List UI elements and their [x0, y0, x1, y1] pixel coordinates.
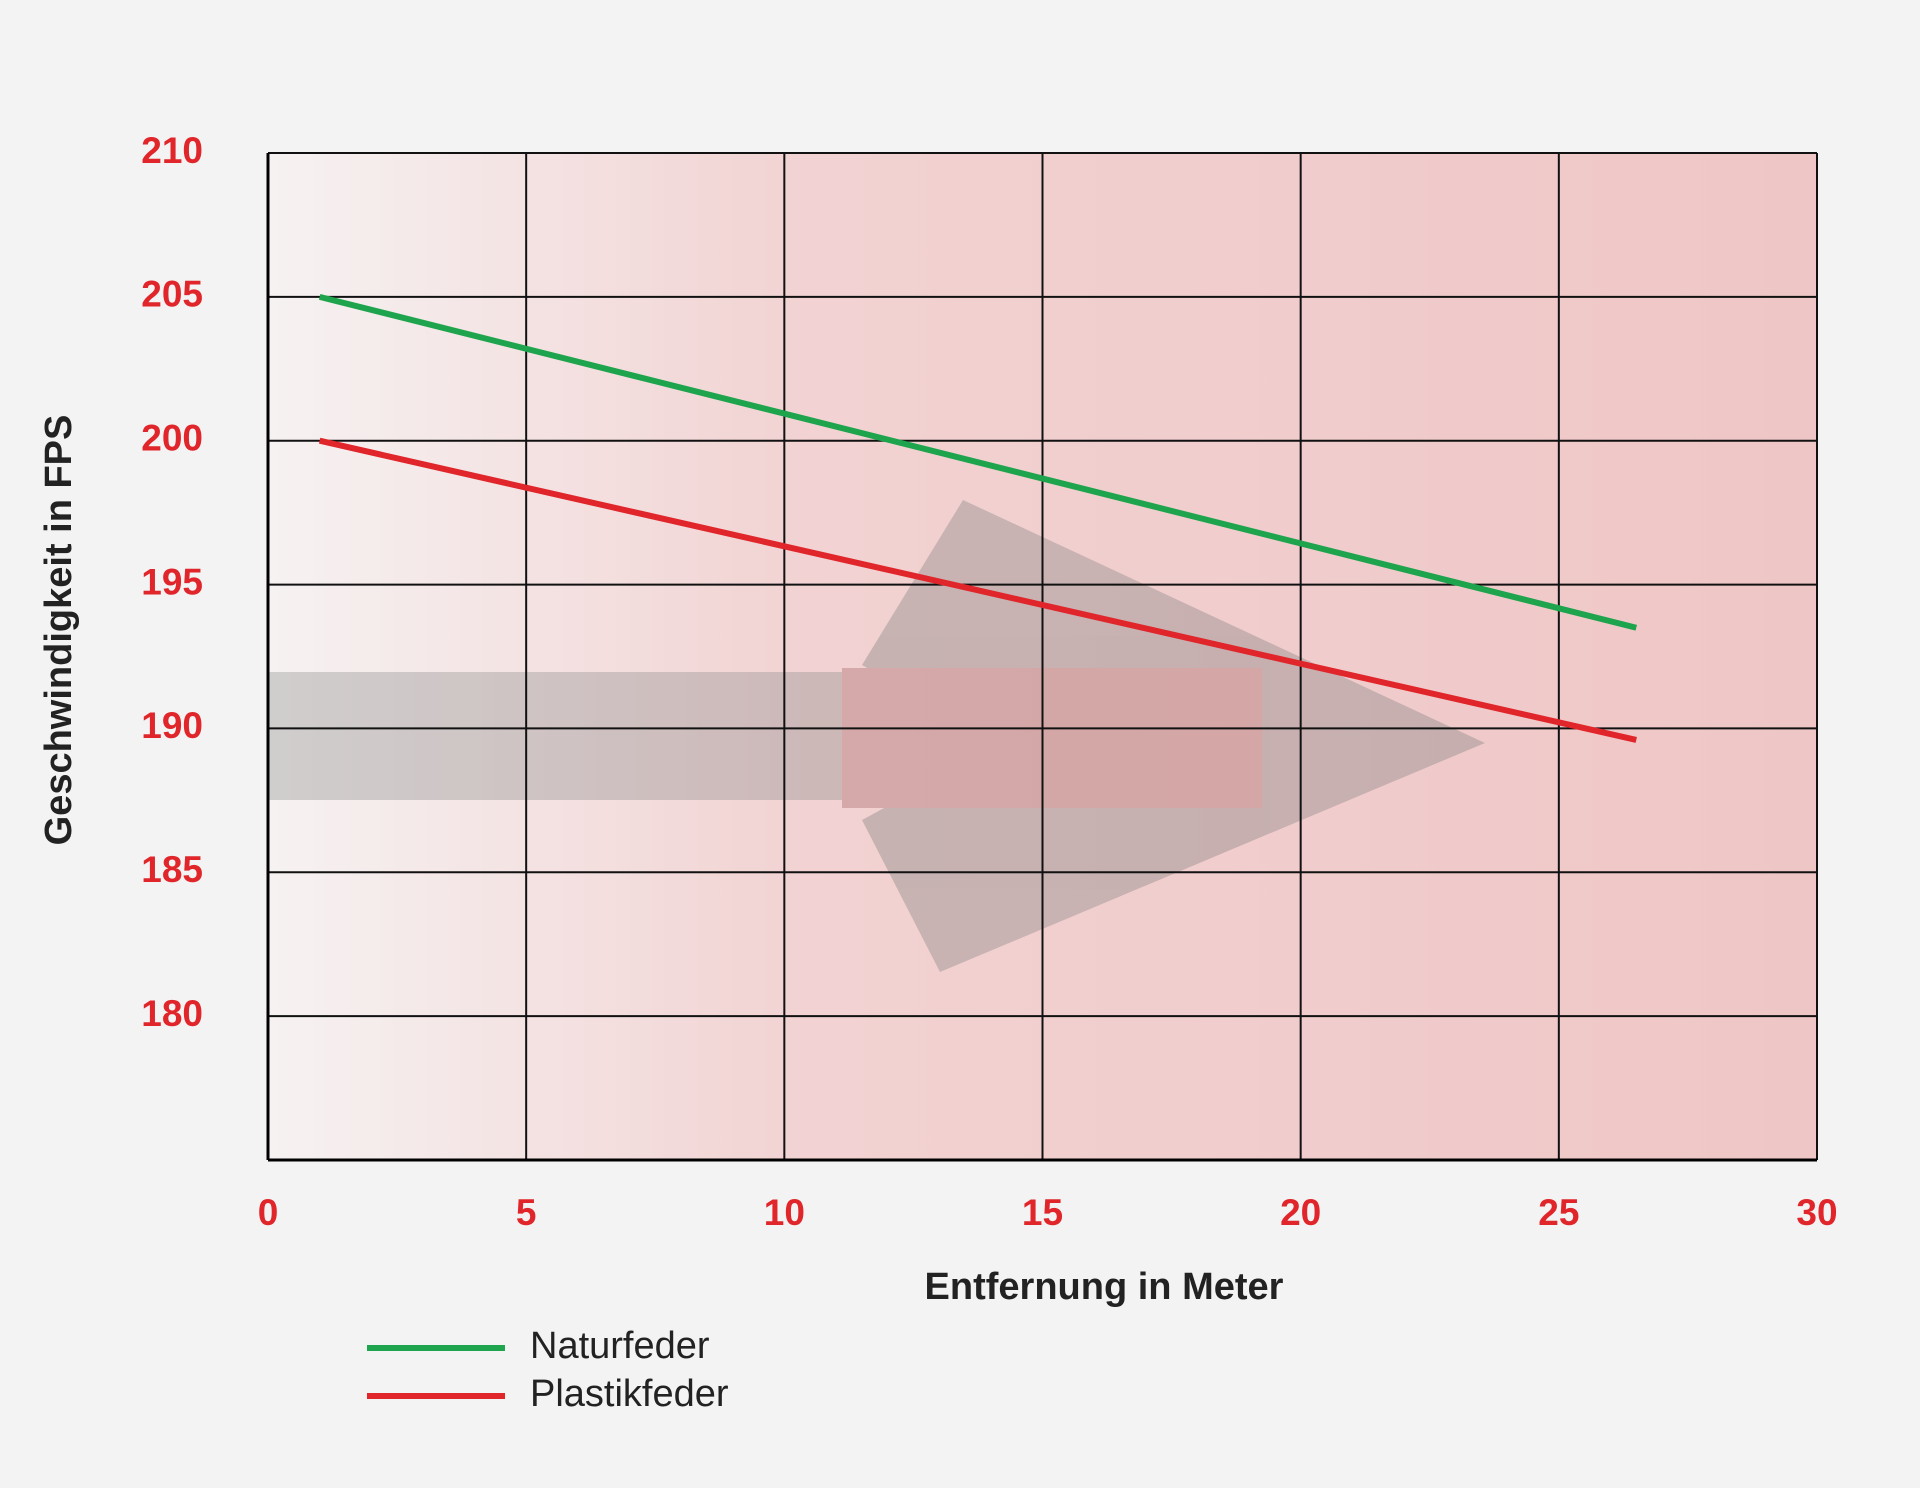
- x-tick-label: 30: [1796, 1192, 1837, 1233]
- y-tick-label: 205: [141, 274, 203, 315]
- legend-label: Naturfeder: [530, 1325, 710, 1367]
- y-tick-label: 190: [141, 705, 203, 746]
- x-axis-title: Entfernung in Meter: [925, 1266, 1284, 1308]
- y-axis-title: Geschwindigkeit in FPS: [38, 415, 80, 846]
- x-tick-label: 0: [258, 1192, 279, 1233]
- x-tick-label: 20: [1280, 1192, 1321, 1233]
- x-tick-label: 10: [764, 1192, 805, 1233]
- arrowhead-image: [268, 500, 1485, 972]
- x-tick-label: 15: [1022, 1192, 1063, 1233]
- legend-label: Plastikfeder: [530, 1373, 729, 1415]
- y-tick-label: 200: [141, 417, 203, 458]
- y-tick-label: 185: [141, 849, 203, 890]
- x-tick-label: 25: [1538, 1192, 1579, 1233]
- y-tick-label: 180: [141, 993, 203, 1034]
- y-tick-label: 195: [141, 561, 203, 602]
- data-line: [318, 293, 1638, 631]
- data-line: [318, 437, 1637, 743]
- x-tick-label: 5: [516, 1192, 537, 1233]
- y-tick-label: 210: [141, 130, 203, 171]
